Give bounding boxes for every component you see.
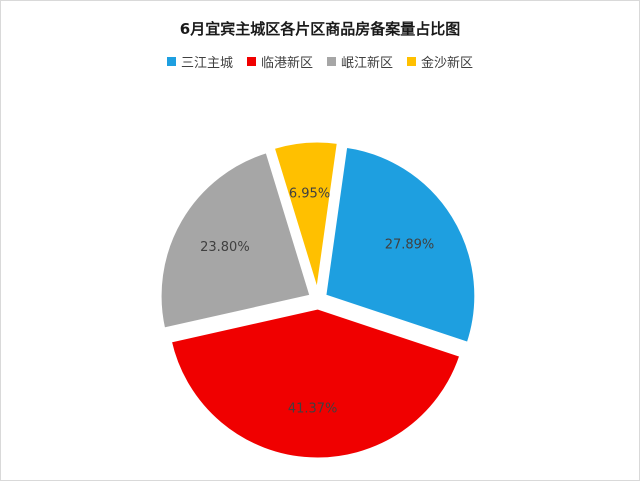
chart-title: 6月宜宾主城区各片区商品房备案量占比图 bbox=[179, 20, 461, 38]
legend-label: 临港新区 bbox=[260, 56, 313, 71]
chart-legend: 三江主城 临港新区 岷江新区 金沙新区 bbox=[0, 52, 640, 71]
slice-minjiang bbox=[158, 149, 313, 331]
slice-label-sanjiang: 27.89% bbox=[385, 237, 435, 252]
legend-swatch bbox=[327, 57, 336, 66]
legend-swatch bbox=[246, 57, 256, 66]
legend-label: 三江主城 bbox=[180, 56, 233, 71]
slice-lingang bbox=[168, 306, 463, 461]
slice-label-lingang: 41.37% bbox=[288, 402, 338, 417]
legend-label: 岷江新区 bbox=[341, 56, 394, 71]
legend-label: 金沙新区 bbox=[421, 56, 474, 71]
legend-item-jinsha: 金沙新区 bbox=[407, 52, 473, 71]
slice-label-jinsha: 6.95% bbox=[289, 187, 330, 202]
legend-swatch bbox=[407, 57, 417, 66]
slice-label-minjiang: 23.80% bbox=[200, 240, 250, 255]
legend-item-lingang: 临港新区 bbox=[246, 52, 313, 71]
slice-jinsha bbox=[271, 139, 341, 293]
legend-swatch bbox=[166, 57, 176, 66]
legend-item-sanjiang: 三江主城 bbox=[166, 52, 233, 71]
legend-item-minjiang: 岷江新区 bbox=[327, 52, 393, 71]
slice-sanjiang bbox=[323, 144, 478, 346]
